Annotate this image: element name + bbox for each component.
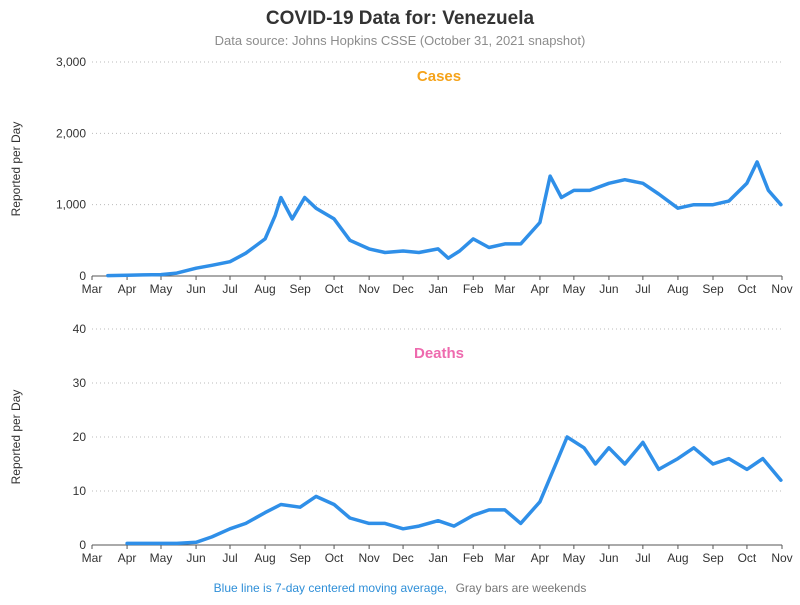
cases-y-tick-label: 2,000 [56, 126, 86, 140]
deaths-x-tick-label: Mar [82, 551, 103, 565]
cases-x-tick-label: Aug [254, 282, 275, 296]
cases-y-axis-label: Reported per Day [9, 122, 23, 217]
cases-x-tick-label: Jan [428, 282, 447, 296]
deaths-x-tick-label: Jun [186, 551, 205, 565]
cases-x-tick-label: Jun [186, 282, 205, 296]
deaths-x-tick-label: Nov [358, 551, 379, 565]
deaths-y-tick-label: 10 [73, 484, 87, 498]
deaths-x-tick-label: Sep [289, 551, 311, 565]
cases-x-tick-label: Sep [702, 282, 724, 296]
deaths-x-tick-label: Aug [254, 551, 275, 565]
footer-note: Blue line is 7-day centered moving avera… [214, 579, 587, 596]
cases-x-tick-label: Apr [531, 282, 550, 296]
deaths-y-axis-label: Reported per Day [9, 390, 23, 485]
deaths-x-tick-label: Apr [531, 551, 550, 565]
deaths-panel-title: Deaths [414, 345, 464, 362]
cases-x-tick-label: Dec [392, 282, 413, 296]
deaths-x-tick-label: Sep [702, 551, 724, 565]
deaths-y-tick-label: 40 [73, 322, 87, 336]
cases-y-tick-label: 1,000 [56, 198, 86, 212]
cases-x-tick-label: Mar [495, 282, 516, 296]
chart-title: COVID-19 Data for: Venezuela [266, 8, 535, 29]
deaths-moving-average-line [125, 435, 783, 546]
cases-x-tick-label: May [150, 282, 173, 296]
deaths-x-tick-label: Feb [463, 551, 484, 565]
cases-y-tick-label: 0 [79, 269, 86, 283]
cases-x-tick-label: May [563, 282, 586, 296]
cases-x-tick-label: Oct [738, 282, 757, 296]
cases-x-tick-label: Apr [118, 282, 137, 296]
deaths-y-tick-label: 0 [79, 538, 86, 552]
cases-x-tick-label: Sep [289, 282, 311, 296]
deaths-x-tick-label: May [563, 551, 586, 565]
cases-x-tick-label: Oct [325, 282, 344, 296]
deaths-x-tick-label: Oct [325, 551, 344, 565]
deaths-x-tick-label: Mar [495, 551, 516, 565]
cases-x-tick-label: Jul [222, 282, 237, 296]
deaths-y-tick-label: 20 [73, 430, 87, 444]
deaths-x-tick-label: Apr [118, 551, 137, 565]
cases-x-tick-label: Jun [599, 282, 618, 296]
footer-weekend-note: Gray bars are weekends [456, 581, 587, 595]
cases-x-tick-label: Jul [635, 282, 650, 296]
cases-panel: 0 1,000 2,000 3,000 Mar Apr May Jun Jul Aug Sep Oct… [9, 55, 793, 296]
deaths-x-tick-label: May [150, 551, 173, 565]
deaths-x-tick-label: Jul [635, 551, 650, 565]
cases-x-tick-label: Mar [82, 282, 103, 296]
cases-x-tick-label: Nov [771, 282, 792, 296]
cases-panel-title: Cases [417, 68, 461, 85]
cases-x-tick-label: Aug [667, 282, 688, 296]
deaths-x-tick-label: Oct [738, 551, 757, 565]
deaths-x-tick-label: Jun [599, 551, 618, 565]
chart-subtitle: Data source: Johns Hopkins CSSE (October… [215, 33, 586, 48]
cases-x-tick-label: Feb [463, 282, 484, 296]
footer-moving-average-note: Blue line is 7-day centered moving avera… [214, 581, 447, 595]
deaths-x-tick-label: Nov [771, 551, 792, 565]
deaths-x-tick-label: Jul [222, 551, 237, 565]
cases-x-tick-label: Nov [358, 282, 379, 296]
deaths-x-tick-label: Dec [392, 551, 413, 565]
deaths-x-tick-label: Aug [667, 551, 688, 565]
cases-y-tick-label: 3,000 [56, 55, 86, 69]
deaths-y-tick-label: 30 [73, 376, 87, 390]
deaths-panel: 0 10 20 30 40 Mar Apr May Jun Jul Aug Sep Oct Nov Dec J… [9, 322, 793, 565]
cases-moving-average-line [106, 160, 783, 278]
deaths-x-tick-label: Jan [428, 551, 447, 565]
